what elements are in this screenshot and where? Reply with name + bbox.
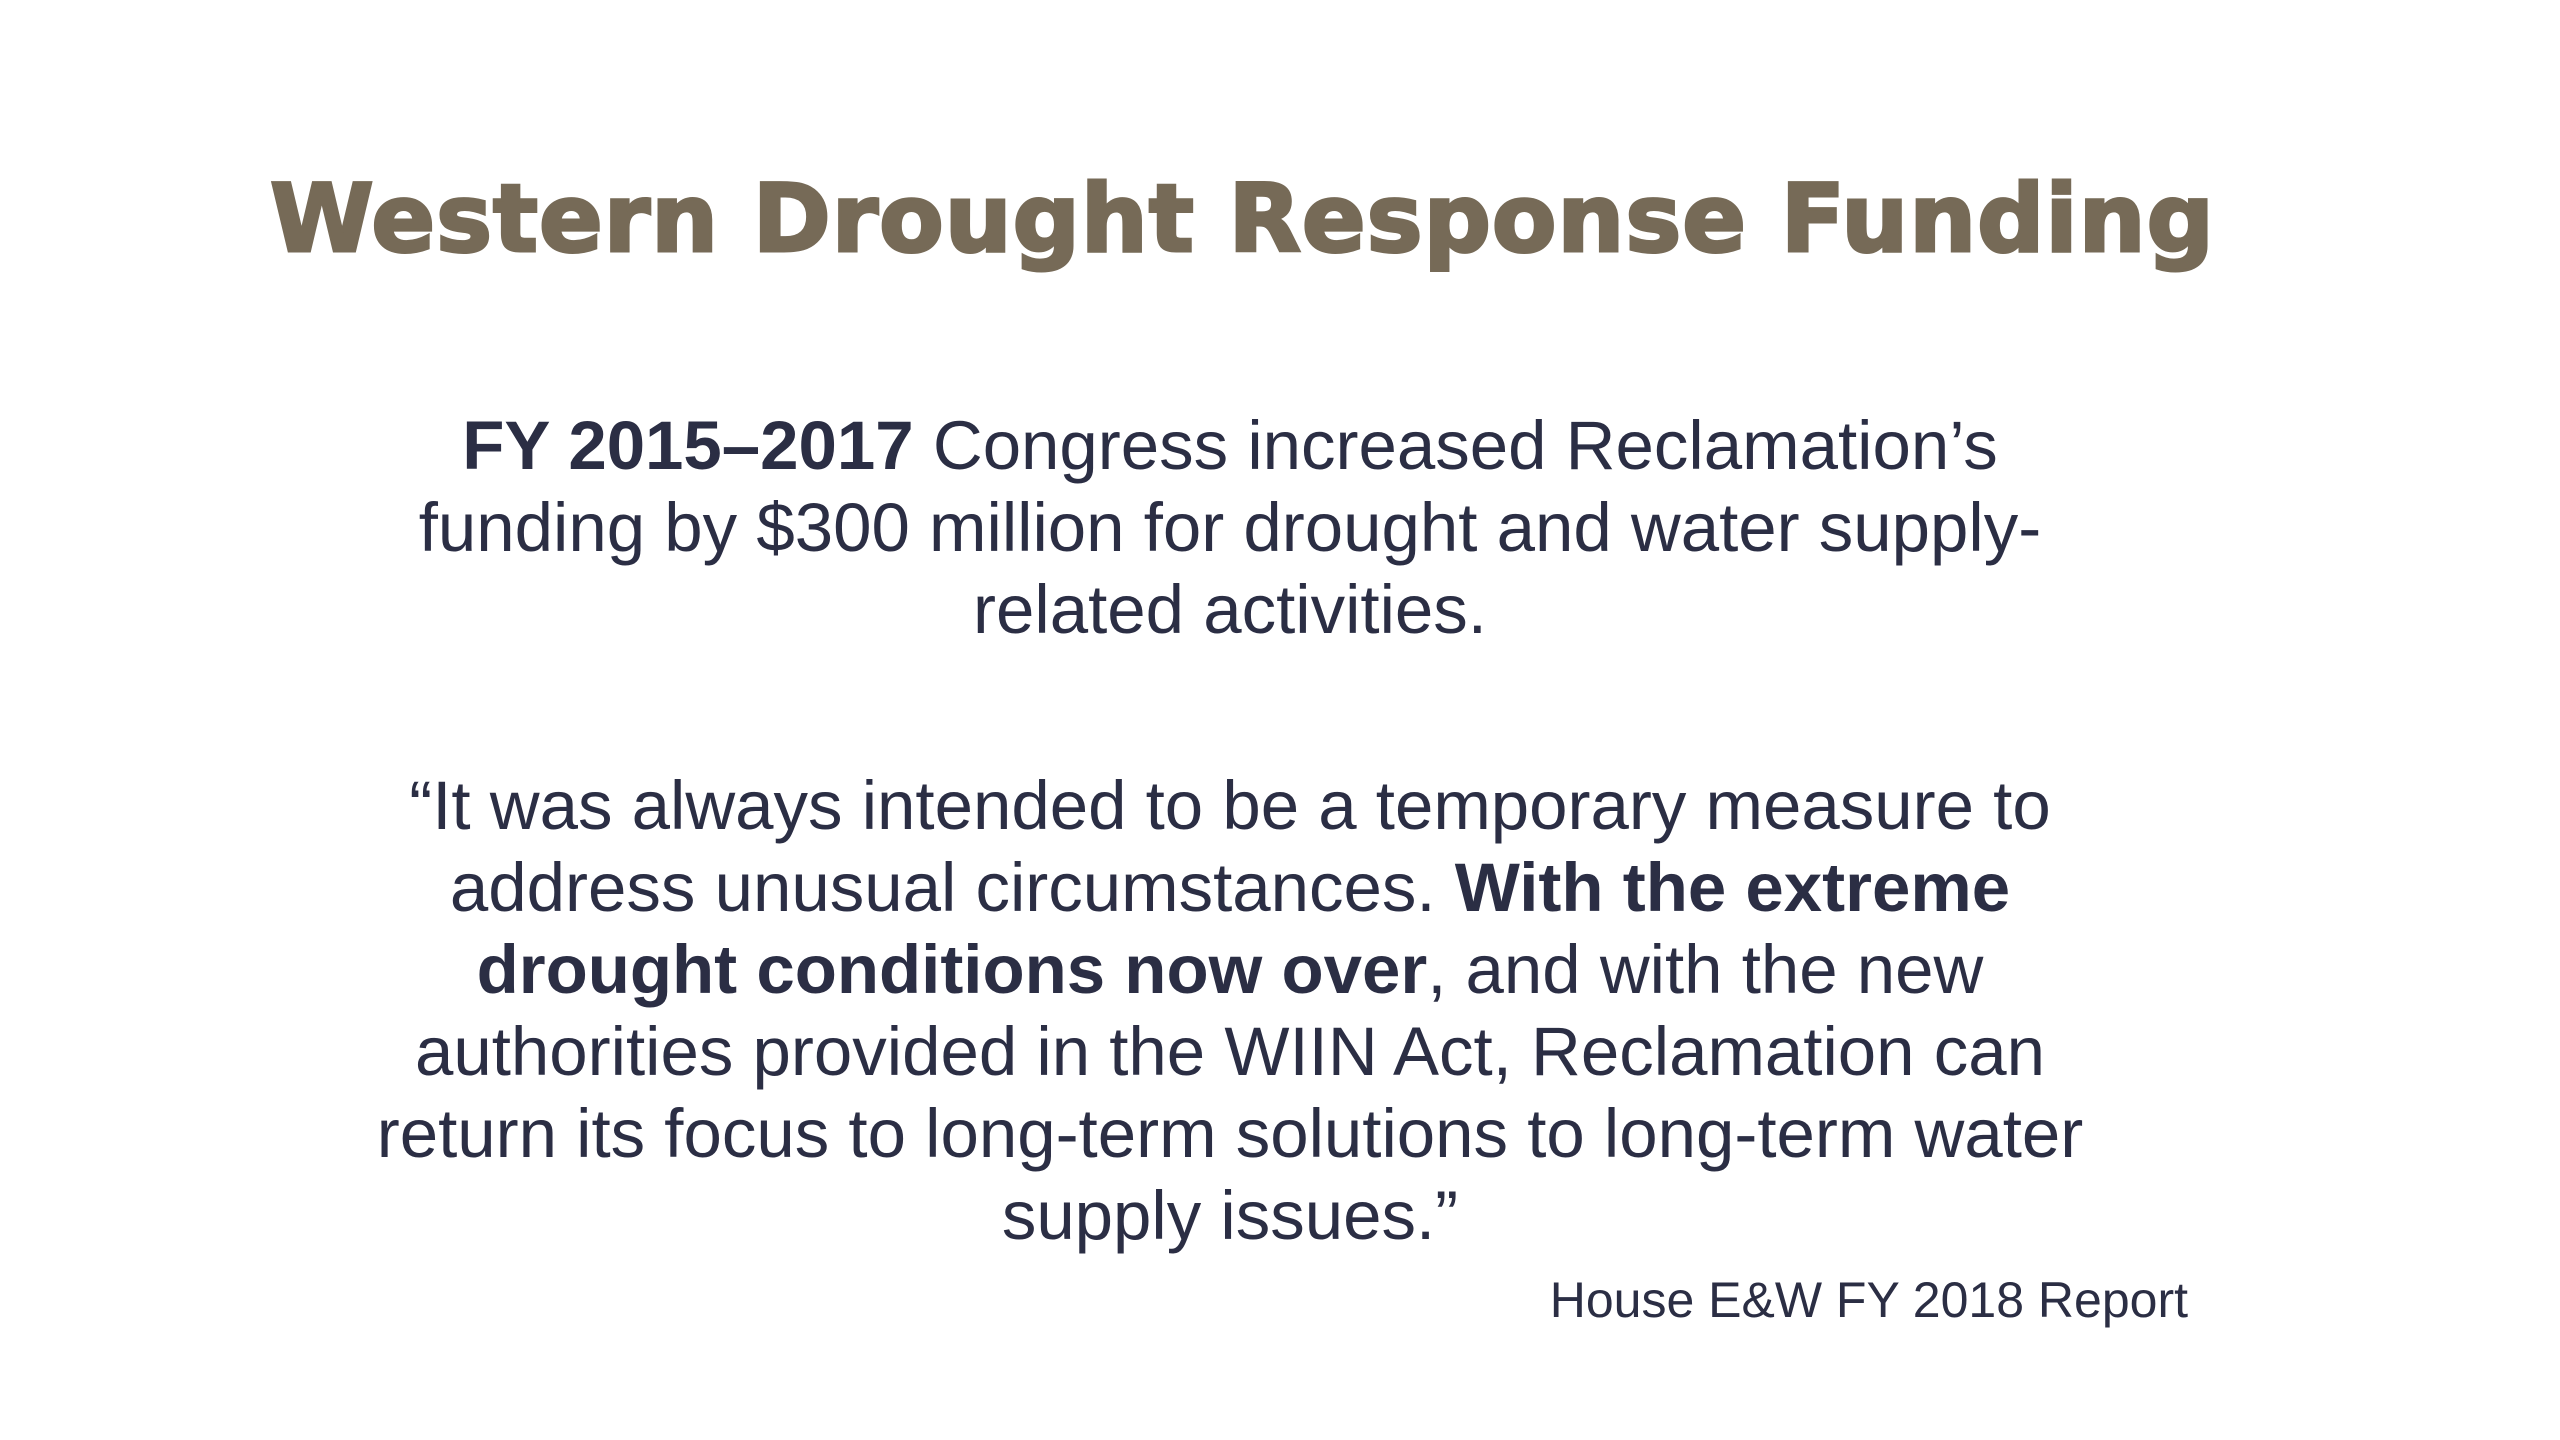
quote-block: “It was always intended to be a temporar… bbox=[250, 765, 2210, 1257]
quote-line3-plain: , and with the new bbox=[1427, 931, 1984, 1008]
quote-line3-bold: drought conditions now over bbox=[476, 931, 1428, 1008]
funding-years: FY 2015–2017 bbox=[462, 407, 914, 484]
quote-line6: supply issues.” bbox=[1001, 1177, 1459, 1254]
quote-line2-plain: address unusual circumstances. bbox=[449, 849, 1455, 926]
funding-statement: FY 2015–2017 Congress increased Reclamat… bbox=[250, 405, 2210, 651]
quote-line2-bold: With the extreme bbox=[1454, 849, 2011, 926]
quote-source: House E&W FY 2018 Report bbox=[1549, 1272, 2188, 1328]
quote-line5: return its focus to long-term solutions … bbox=[376, 1095, 2084, 1172]
quote-line4: authorities provided in the WIIN Act, Re… bbox=[415, 1013, 2045, 1090]
slide-title: Western Drought Response Funding bbox=[269, 165, 2216, 274]
funding-line3-text: related activities. bbox=[973, 571, 1487, 648]
funding-line2-text: funding by $300 million for drought and … bbox=[418, 489, 2042, 566]
quote-line1: “It was always intended to be a temporar… bbox=[409, 767, 2051, 844]
funding-line1-text: Congress increased Reclamation’s bbox=[913, 407, 1998, 484]
